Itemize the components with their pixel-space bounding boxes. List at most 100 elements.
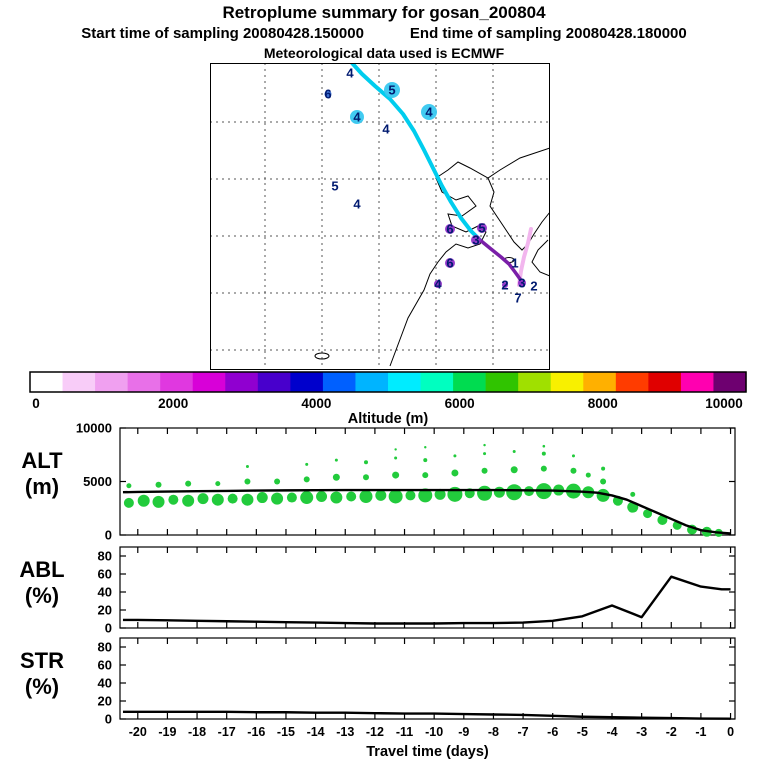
trajectory-pink	[517, 227, 533, 287]
str-mean-line	[122, 710, 731, 720]
str-frame	[119, 637, 736, 720]
panel-str: 0 20 40 60 80	[98, 637, 736, 727]
svg-text:4: 4	[346, 66, 354, 81]
abl-mean-line	[122, 575, 731, 625]
svg-text:-7: -7	[518, 725, 529, 739]
svg-text:6: 6	[446, 222, 453, 237]
svg-text:8000: 8000	[588, 396, 618, 411]
alt-mean-line	[122, 488, 731, 535]
svg-text:40: 40	[98, 585, 112, 600]
svg-text:6: 6	[446, 256, 453, 271]
svg-text:Altitude (m): Altitude (m)	[348, 411, 429, 427]
trajectory-high-cyan	[350, 63, 482, 242]
svg-text:-12: -12	[366, 725, 384, 739]
svg-text:-16: -16	[247, 725, 265, 739]
particle-cluster-dot	[350, 110, 364, 124]
svg-text:5: 5	[331, 179, 338, 194]
svg-text:ABL: ABL	[19, 557, 64, 582]
svg-text:-18: -18	[188, 725, 206, 739]
altitude-colorbar: 0 2000 4000 6000 8000 10000 Altitude (m)	[29, 371, 747, 427]
svg-text:6000: 6000	[445, 396, 475, 411]
svg-text:Travel time (days): Travel time (days)	[366, 744, 489, 760]
particle-cluster-dot	[518, 279, 526, 287]
svg-text:-9: -9	[458, 725, 469, 739]
svg-text:2000: 2000	[158, 396, 188, 411]
alt-frame	[119, 427, 736, 536]
map-grid	[210, 63, 550, 370]
trajectory-low-purple	[478, 238, 525, 287]
map-island	[314, 352, 330, 360]
particle-cluster-dot	[324, 90, 332, 98]
svg-text:-17: -17	[218, 725, 236, 739]
particle-cluster-dot	[502, 282, 508, 288]
svg-text:4: 4	[434, 277, 442, 292]
svg-text:(%): (%)	[25, 674, 59, 699]
svg-text:4: 4	[382, 122, 390, 137]
colorbar-border	[29, 371, 747, 393]
svg-text:-14: -14	[307, 725, 325, 739]
svg-text:-15: -15	[277, 725, 295, 739]
svg-text:STR: STR	[20, 648, 64, 673]
time-series-panels: 0500010000ALT(m)020406080ABL(%)020406080…	[19, 421, 736, 760]
particle-cluster-dot	[434, 280, 442, 288]
svg-text:-19: -19	[158, 725, 176, 739]
svg-text:5000: 5000	[83, 474, 112, 489]
particle-cluster-dot	[471, 235, 481, 245]
svg-text:80: 80	[98, 549, 112, 564]
svg-text:-6: -6	[547, 725, 558, 739]
svg-text:-10: -10	[425, 725, 443, 739]
svg-text:80: 80	[98, 640, 112, 655]
particle-cluster-dot	[384, 82, 400, 98]
panel-alt: 0 5000 10000	[76, 421, 736, 543]
svg-text:-3: -3	[636, 725, 647, 739]
svg-text:-11: -11	[396, 725, 413, 739]
start-time-text: Start time of sampling 20080428.150000	[81, 25, 364, 42]
particle-cluster-dot	[477, 223, 487, 233]
sampling-times-line: Start time of sampling 20080428.150000 E…	[0, 25, 768, 42]
svg-text:-8: -8	[488, 725, 499, 739]
figure-title: Retroplume summary for gosan_200804	[222, 3, 546, 22]
svg-text:(%): (%)	[25, 583, 59, 608]
svg-text:2: 2	[501, 278, 508, 293]
svg-text:5: 5	[478, 221, 485, 236]
svg-text:0: 0	[105, 621, 112, 636]
abl-frame	[119, 546, 736, 629]
svg-text:2: 2	[530, 279, 537, 294]
svg-text:0: 0	[727, 725, 734, 739]
svg-text:3: 3	[472, 233, 479, 248]
svg-text:5: 5	[388, 83, 395, 98]
svg-text:4: 4	[425, 105, 433, 120]
colorbar-cells	[30, 372, 747, 392]
svg-text:3: 3	[518, 276, 525, 291]
svg-text:60: 60	[98, 658, 112, 673]
svg-text:ALT: ALT	[21, 448, 63, 473]
svg-text:4: 4	[353, 110, 361, 125]
svg-text:60: 60	[98, 567, 112, 582]
map-coastlines	[314, 147, 550, 367]
svg-text:-13: -13	[336, 725, 354, 739]
svg-text:20: 20	[98, 603, 112, 618]
map-trajectories	[350, 63, 533, 287]
particle-cluster-dot	[445, 258, 455, 268]
svg-text:0: 0	[32, 396, 40, 411]
svg-text:40: 40	[98, 676, 112, 691]
panel-abl: 0 20 40 60 80	[98, 546, 736, 636]
svg-text:7: 7	[514, 291, 521, 306]
map-border	[210, 63, 550, 370]
svg-text:4: 4	[353, 197, 361, 212]
svg-text:4000: 4000	[301, 396, 331, 411]
particle-cluster-dot	[445, 224, 455, 234]
met-data-text: Meteorological data used is ECMWF	[263, 45, 505, 61]
svg-text:-20: -20	[129, 725, 147, 739]
svg-text:10000: 10000	[76, 421, 112, 436]
particle-cluster-dot	[421, 104, 437, 120]
svg-text:-5: -5	[577, 725, 588, 739]
svg-text:-4: -4	[606, 725, 617, 739]
svg-text:1: 1	[511, 256, 518, 271]
svg-text:0: 0	[105, 528, 112, 543]
svg-text:10000: 10000	[705, 396, 743, 411]
svg-text:-1: -1	[695, 725, 706, 739]
